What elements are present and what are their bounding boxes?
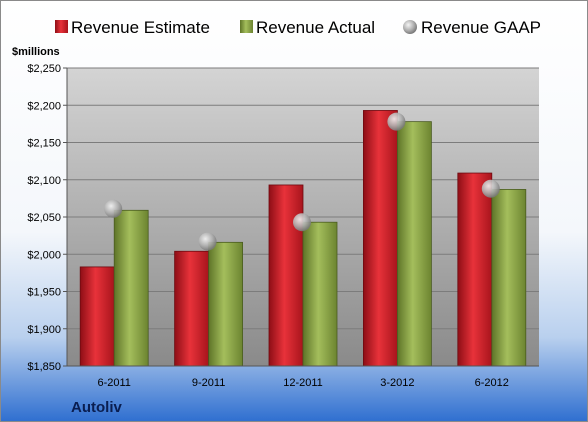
bar-revenue-estimate-3-2012 — [362, 110, 398, 367]
x-tick-label: 6-2012 — [475, 377, 509, 389]
y-tick-label: $1,850 — [27, 361, 61, 373]
legend-swatch-revenue-estimate — [55, 20, 68, 33]
marker-revenue-gaap-6-2011 — [104, 199, 123, 218]
legend-label-revenue-estimate: Revenue Estimate — [71, 18, 210, 37]
marker-revenue-gaap-6-2012 — [481, 179, 500, 198]
bars — [79, 110, 527, 367]
marker-revenue-gaap-3-2012 — [387, 112, 406, 131]
marker-revenue-gaap-12-2011 — [293, 213, 311, 232]
bar-revenue-estimate-12-2011 — [268, 184, 304, 367]
x-tick-label: 12-2011 — [283, 377, 323, 389]
gaap-markers — [104, 112, 500, 251]
x-tick-label: 9-2011 — [192, 377, 225, 389]
bar-revenue-actual-3-2012 — [396, 121, 432, 367]
y-tick-label: $2,050 — [27, 212, 61, 224]
y-tick-label: $2,100 — [27, 175, 61, 187]
legend-label-revenue-actual: Revenue Actual — [256, 18, 375, 37]
legend-swatch-revenue-actual — [240, 20, 253, 33]
y-tick-label: $2,000 — [27, 249, 61, 261]
company-name: Autoliv — [71, 399, 122, 416]
y-tick-label: $2,250 — [27, 63, 61, 75]
legend-swatch-revenue-gaap — [403, 20, 417, 34]
x-axis: 6-2011 9-2011 12-2011 3-2012 6-2012 — [67, 365, 539, 389]
x-tick-label: 6-2011 — [97, 377, 130, 389]
bar-revenue-estimate-6-2012 — [457, 172, 493, 367]
y-tick-label: $1,950 — [27, 287, 61, 299]
legend-item-revenue-gaap: Revenue GAAP — [403, 18, 541, 37]
y-tick-label: $1,900 — [27, 324, 61, 336]
legend-item-revenue-estimate: Revenue Estimate — [55, 18, 210, 37]
legend-item-revenue-actual: Revenue Actual — [240, 18, 375, 37]
bar-revenue-estimate-9-2011 — [174, 250, 210, 367]
legend-label-revenue-gaap: Revenue GAAP — [421, 18, 541, 37]
bar-revenue-estimate-6-2011 — [79, 266, 115, 367]
bar-revenue-actual-6-2012 — [491, 189, 527, 367]
y-axis: $1,850 $1,900 $1,950 $2,000 $2,050 $2,100 $2,1… — [27, 63, 68, 373]
y-tick-label: $2,200 — [27, 100, 61, 112]
bar-revenue-actual-12-2011 — [302, 221, 338, 367]
bar-revenue-actual-6-2011 — [113, 209, 149, 367]
unit-label: $millions — [12, 46, 60, 58]
bar-revenue-actual-9-2011 — [208, 241, 244, 367]
x-tick-label: 3-2012 — [380, 377, 414, 389]
marker-revenue-gaap-9-2011 — [198, 232, 217, 251]
legend: Revenue Estimate Revenue Actual Revenue … — [55, 18, 541, 37]
y-tick-label: $2,150 — [27, 138, 61, 150]
